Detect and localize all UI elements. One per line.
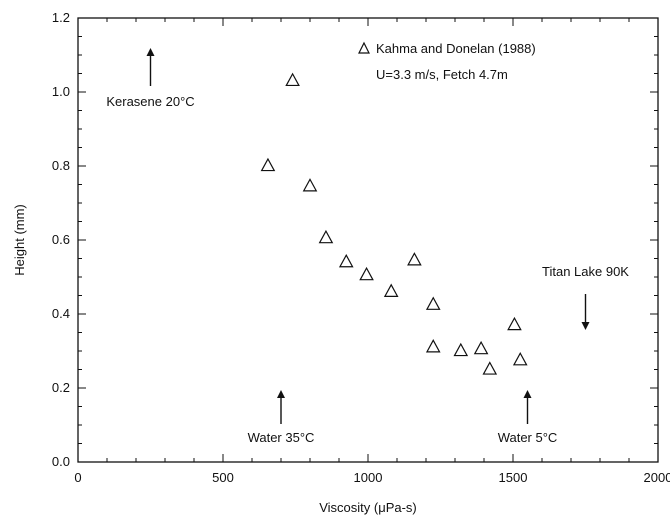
legend: Kahma and Donelan (1988) U=3.3 m/s, Fetc…: [358, 41, 536, 82]
data-points: [260, 72, 528, 375]
y-axis-label: Height (mm): [12, 204, 27, 276]
annotation-label: Water 35°C: [248, 430, 315, 445]
plot-area: 0 500 1000 1500 2000 0.0 0.2 0.4 0.6 0.8 1.0 1.2 Ke…: [52, 10, 670, 485]
annotation-arrow-head: [581, 322, 590, 330]
y-tick-label: 0.4: [52, 306, 70, 321]
annotation-arrow-head: [277, 390, 285, 398]
annotation-arrow-head: [523, 390, 532, 398]
x-tick-label: 500: [212, 470, 234, 485]
annotation-label: Water 5°C: [498, 430, 558, 445]
data-point: [425, 296, 441, 310]
legend-subtitle: U=3.3 m/s, Fetch 4.7m: [376, 67, 508, 82]
x-tick-label: 1000: [354, 470, 383, 485]
x-tick-label: 0: [74, 470, 81, 485]
data-point: [453, 342, 469, 357]
data-point: [482, 361, 498, 375]
y-tick-label: 0.0: [52, 454, 70, 469]
y-tick-label: 1.0: [52, 84, 70, 99]
data-point: [338, 253, 354, 268]
data-point: [407, 252, 422, 266]
annotation-label: Kerasene 20°C: [106, 94, 194, 109]
y-tick-label: 1.2: [52, 10, 70, 25]
data-point: [383, 283, 399, 297]
data-point: [260, 157, 276, 172]
x-tick-label: 1500: [499, 470, 528, 485]
axis-tick-labels: 0 500 1000 1500 2000 0.0 0.2 0.4 0.6 0.8 1.0 1.2: [52, 10, 670, 485]
legend-entry: Kahma and Donelan (1988): [376, 41, 536, 56]
data-point: [302, 178, 318, 192]
data-point: [473, 340, 489, 355]
x-axis-label: Viscosity (μPa-s): [319, 500, 417, 515]
y-tick-label: 0.8: [52, 158, 70, 173]
data-point: [512, 351, 528, 366]
y-tick-label: 0.2: [52, 380, 70, 395]
annotation-label: Titan Lake 90K: [542, 264, 629, 279]
data-point: [285, 72, 300, 87]
annotation-arrow-head: [146, 48, 155, 56]
data-point: [318, 229, 334, 244]
legend-marker-triangle: [358, 41, 370, 54]
x-tick-label: 2000: [644, 470, 670, 485]
data-point: [507, 316, 522, 331]
data-point: [359, 266, 374, 281]
data-point: [425, 339, 441, 353]
annotations: Kerasene 20°C Water 35°C Water 5°C Titan La…: [106, 48, 629, 445]
axis-ticks: [77, 17, 659, 463]
y-tick-label: 0.6: [52, 232, 70, 247]
